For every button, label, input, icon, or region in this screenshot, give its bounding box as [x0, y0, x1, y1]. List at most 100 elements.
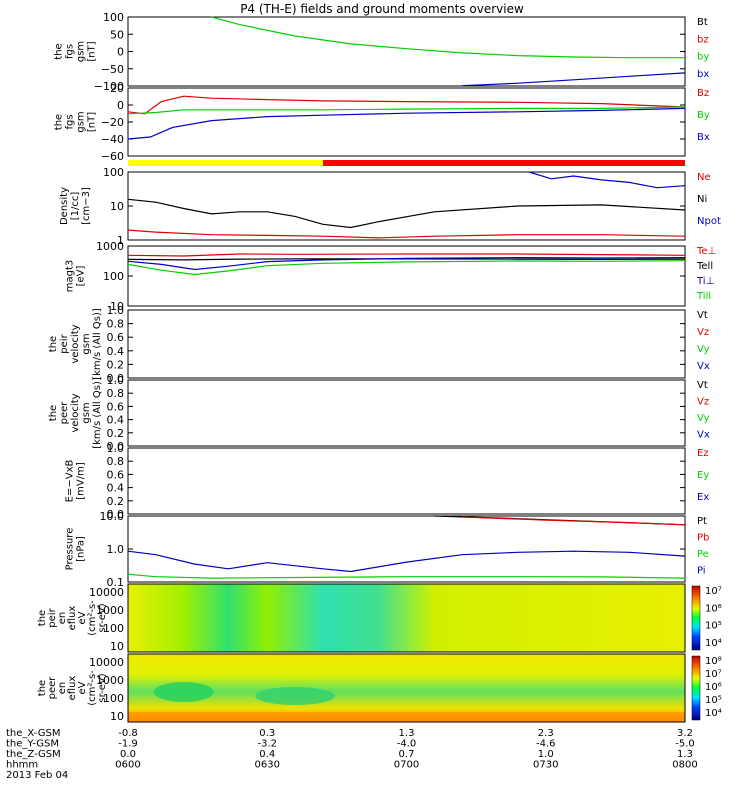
- y-tick-label: 100: [103, 270, 124, 283]
- time-axis-value: -0.8: [118, 728, 138, 739]
- legend-blue: Pi: [697, 566, 706, 577]
- legend-black: Tell: [696, 261, 713, 272]
- y-tick-label: 0.8: [107, 387, 125, 400]
- y-tick-label: 1.0: [107, 304, 125, 317]
- series-line-Bz: [127, 95, 686, 115]
- colorbar-tick-label: 10⁷: [705, 586, 722, 597]
- y-axis-label-line: [cm−3]: [81, 187, 92, 225]
- y-tick-label: 100: [103, 622, 124, 635]
- legend-green: Vy: [697, 344, 710, 355]
- legend-red: Bz: [697, 88, 709, 99]
- legend-red: bz: [697, 34, 709, 45]
- y-tick-label: 100: [103, 166, 124, 179]
- panel-frame: [127, 16, 686, 87]
- legend-red: Te⊥: [696, 246, 716, 257]
- y-axis-label-line: [eV]: [76, 266, 87, 287]
- colorbar: [691, 585, 701, 651]
- panel-frame: [127, 171, 686, 241]
- y-axis-label: thefgsgsm[nT]: [54, 111, 98, 132]
- legend-green: Ey: [697, 470, 709, 481]
- y-axis-label: Pressure[nPa]: [65, 528, 87, 571]
- y-axis-label-line: peer: [59, 401, 70, 425]
- y-axis-label-line: the: [54, 114, 65, 130]
- panel-frame: [127, 515, 686, 583]
- series-line-Pe: [127, 573, 686, 579]
- legend-blue: bx: [697, 69, 709, 80]
- panel-pressure: 10.0 1.0 0.1 Pressure[nPa] Pt Pb Pe Pi: [65, 510, 710, 589]
- y-axis-label-line: gsm: [81, 402, 92, 423]
- y-axis-label-line: the: [54, 43, 65, 59]
- y-tick-label: 0: [117, 99, 124, 112]
- time-axis-value: 0.7: [399, 749, 415, 760]
- y-axis-label-line: the: [37, 680, 48, 696]
- quality-bar-segment: [322, 160, 685, 166]
- y-axis-label-line: [mV/m]: [76, 462, 87, 500]
- legend-black: Vt: [697, 380, 708, 391]
- y-axis-label-line: eV: [77, 611, 88, 624]
- time-axis-value: -5.0: [675, 739, 695, 750]
- series-line-bx: [462, 72, 686, 87]
- quality-bar-segment: [128, 160, 323, 166]
- series-line-Bx: [127, 107, 686, 140]
- time-axis-value: 0730: [533, 760, 558, 771]
- spectrogram-feature: [153, 682, 214, 702]
- panel-frame: [127, 309, 686, 379]
- legend-red: Ez: [697, 448, 709, 459]
- y-tick-label: −50: [101, 63, 124, 76]
- y-axis-label: magt3[eV]: [65, 260, 87, 293]
- time-axis-value: 0600: [115, 760, 140, 771]
- time-axis-value: -4.0: [397, 739, 417, 750]
- spectrogram-frame: [127, 583, 686, 653]
- y-axis-label-line: Density: [59, 187, 70, 225]
- legend-red: Ne: [697, 172, 711, 183]
- panel-fgs_gsm_2: 20 0 −20 −40 −60 thefgsgsm[nT] Bz By Bx: [54, 82, 710, 163]
- y-axis-label-line: magt3: [65, 260, 76, 293]
- time-axis-value: 0.4: [259, 749, 275, 760]
- y-axis-label: Density[1/cc][cm−3]: [59, 187, 92, 225]
- time-axis-value: 2.3: [538, 728, 554, 739]
- y-tick-label: 0.6: [107, 400, 125, 413]
- y-tick-label: 0.6: [107, 468, 125, 481]
- time-axis-value: 3.2: [677, 728, 693, 739]
- legend-green: By: [697, 110, 710, 121]
- time-axis-value: 0.3: [259, 728, 275, 739]
- y-tick-label: 1: [117, 234, 124, 247]
- time-axis-value: 1.3: [677, 749, 693, 760]
- y-axis-label: thepeirenefluxeV(cm²-s-sr-eV): [37, 600, 108, 636]
- time-axis-value: 1.3: [399, 728, 415, 739]
- colorbar-tick-label: 10⁶: [705, 682, 722, 693]
- spectrogram-image: [128, 654, 685, 722]
- y-axis-label-line: [nT]: [87, 112, 98, 132]
- y-tick-label: 0.4: [107, 414, 125, 427]
- y-axis-label-line: en: [57, 682, 68, 695]
- legend-blue: Ex: [697, 492, 709, 503]
- y-tick-label: 10: [110, 710, 124, 723]
- y-axis-label: thefgsgsm[nT]: [54, 41, 98, 62]
- y-axis-label-line: eflux: [67, 676, 78, 701]
- time-axis: the_X-GSM -0.8 0.3 1.3 2.3 3.2 the_Y-GSM -1.9 -3…: [6, 728, 698, 781]
- y-tick-label: 10: [110, 640, 124, 653]
- y-axis-label-line: eV: [77, 681, 88, 694]
- legend-green: by: [697, 52, 709, 63]
- y-tick-label: 100: [103, 692, 124, 705]
- colorbar-tick-label: 10⁴: [705, 638, 722, 649]
- y-axis-label: thepeervelocitygsm[km/s (All Qs)]: [48, 377, 103, 449]
- panel-fgs_gsm: 100 50 0 −50 −100 thefgsgsm[nT] Bt bz by bx: [54, 11, 710, 93]
- y-axis-label-line: eflux: [67, 606, 78, 631]
- y-axis-label-line: peer: [47, 676, 58, 700]
- colorbar-tick-label: 10⁴: [705, 708, 722, 719]
- y-axis-label: thepeerenefluxeV(cm²-s-sr-eV): [37, 670, 108, 706]
- y-tick-label: 100: [103, 11, 124, 24]
- y-axis-label-line: (cm²-s-: [87, 600, 98, 636]
- series-line-Npot: [528, 171, 686, 189]
- y-axis-label-line: [nPa]: [76, 536, 87, 562]
- spectrogram-peir_en_eflux: 10000100010010thepeirenefluxeV(cm²-s-sr-…: [37, 583, 722, 653]
- y-axis-label-line: (cm²-s-: [87, 670, 98, 706]
- series-line-By: [127, 106, 686, 115]
- y-tick-label: 10000: [89, 586, 124, 599]
- y-tick-label: 0.0: [107, 372, 125, 385]
- spectrogram-feature: [128, 712, 685, 722]
- legend-green: Vy: [697, 413, 710, 424]
- y-tick-label: 0.8: [107, 455, 125, 468]
